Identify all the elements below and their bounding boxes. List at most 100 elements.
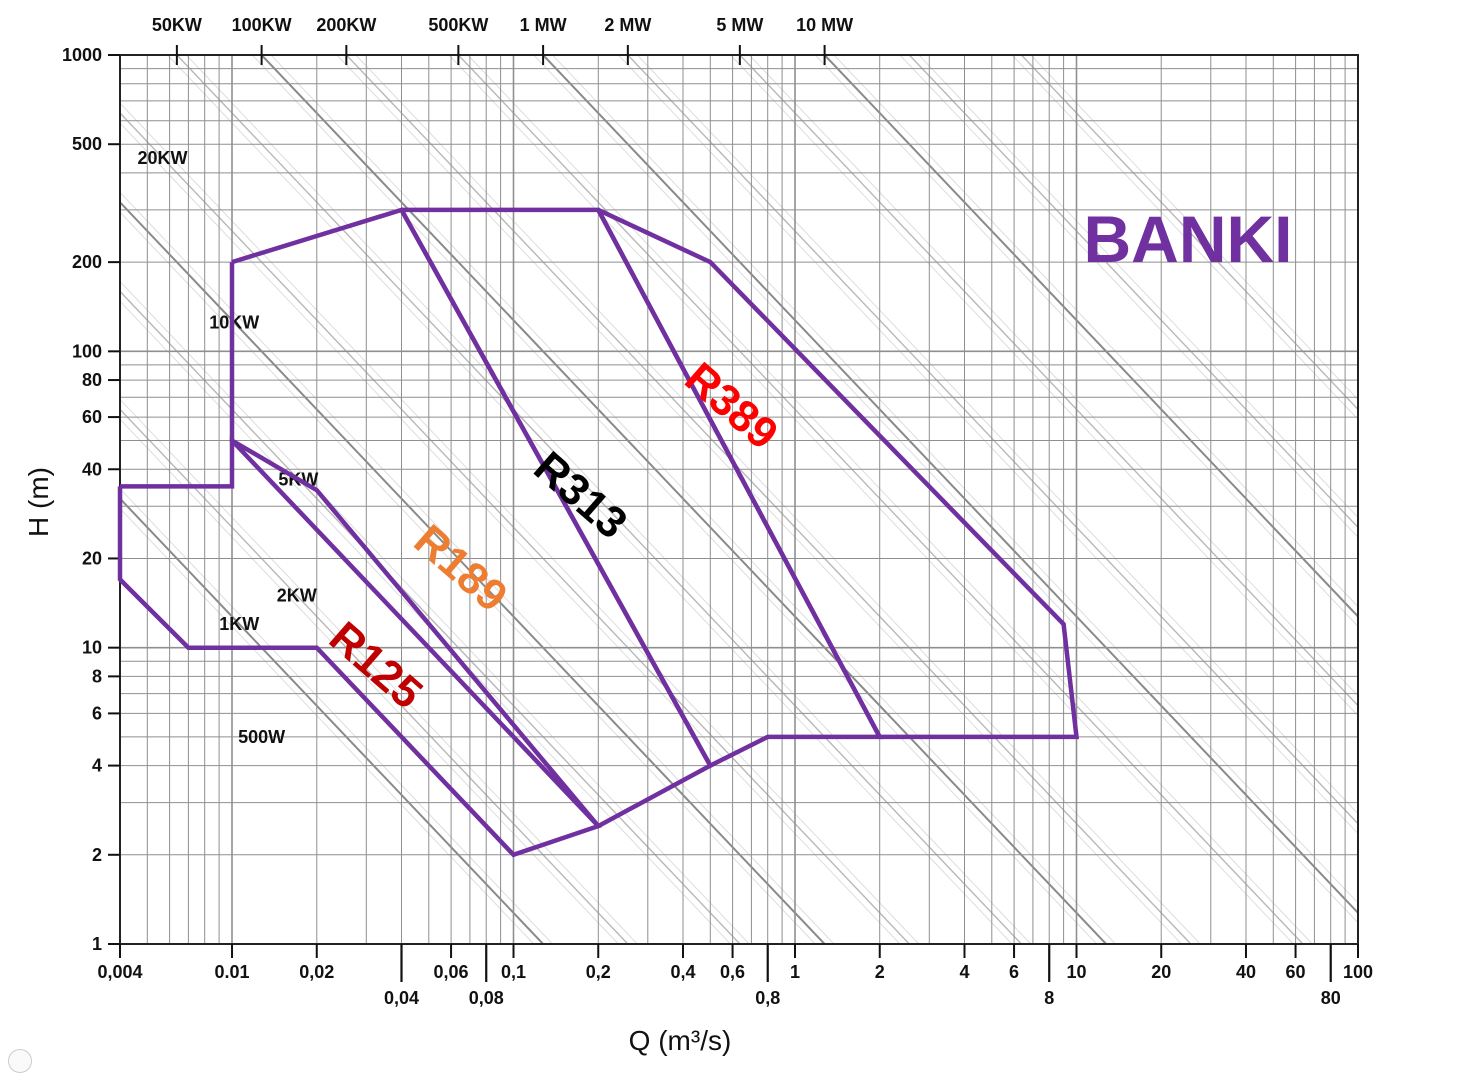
x-tick-label: 0,6 [720,962,745,982]
power-line [448,55,1294,944]
x-tick-label: 6 [1009,962,1019,982]
power-line [167,55,1013,944]
region-r125-outline [117,436,603,858]
power-tick-label: 10 MW [796,15,853,35]
x-tick-label: 100 [1343,962,1373,982]
power-line [120,191,835,944]
region-r189-outline [229,207,714,829]
power-line [748,55,1358,697]
power-tick-label: 500KW [428,15,488,35]
y-tick-label: 500 [72,134,102,154]
x-axis-label: Q (m³/s) [629,1025,732,1056]
y-tick-label: 200 [72,252,102,272]
x-tick-label: 0,06 [434,962,469,982]
x-tick-label: 0,2 [586,962,611,982]
power-line [120,102,920,944]
power-line [814,55,1358,628]
x-tick-label: 40 [1236,962,1256,982]
power-line [260,55,1107,944]
power-line [618,55,1358,835]
x-tick-label: 0,04 [384,988,419,1008]
x-tick-label: 2 [875,962,885,982]
y-tick-label: 4 [92,756,102,776]
power-line [120,507,535,944]
power-line [899,55,1358,538]
x-axis-ticks: 0,004 0.01 0,02 0,06 0,1 0,2 0,4 0,6 1 2 4 6 10 20 40 6… [97,944,1373,1008]
y-tick-label: 10 [82,638,102,658]
x-tick-label: 0,8 [755,988,780,1008]
constant-power-lines [120,55,1358,944]
power-line [120,487,553,944]
power-line [636,55,1358,815]
power-line [120,111,910,944]
power-line [542,55,1358,915]
power-line [739,55,1358,707]
x-tick-label: 0,08 [469,988,504,1008]
power-line [355,55,1201,944]
power-line [120,300,731,944]
power-line [533,55,1358,924]
x-tick-label: 10 [1066,962,1086,982]
power-line [918,55,1358,519]
x-tick-label: 60 [1286,962,1306,982]
x-tick-label: 0,02 [299,962,334,982]
x-tick-label: 20 [1151,962,1171,982]
y-tick-label: 1000 [62,45,102,65]
power-line [120,290,741,944]
region-r313-outline [399,207,884,769]
y-tick-label: 40 [82,459,102,479]
power-label: 500W [238,727,285,747]
power-tick-label: 50KW [152,15,202,35]
y-axis-ticks: 1000 500 200 100 80 60 40 20 10 8 6 4 2 1 [62,45,120,954]
power-label: 2KW [277,586,317,606]
power-line [1011,55,1358,421]
power-line [552,55,1358,904]
x-tick-label: 80 [1321,988,1341,1008]
power-line [120,418,619,944]
y-tick-label: 100 [72,341,102,361]
chart-title: BANKI [1084,202,1293,276]
power-label: 20KW [137,148,187,168]
power-tick-label: 5 MW [716,15,763,35]
y-tick-label: 8 [92,666,102,686]
power-line [1020,55,1358,411]
power-line [176,55,1022,944]
power-line [467,55,1313,944]
power-line [185,55,1032,944]
power-line [457,55,1304,944]
power-line [120,408,629,944]
power-label: 1KW [219,614,259,634]
power-line [120,211,816,944]
power-line [120,398,638,944]
x-tick-label: 0,4 [670,962,695,982]
x-tick-label: 8 [1044,988,1054,1008]
power-line [345,55,1192,944]
region-r389-outline [596,207,1080,740]
y-tick-label: 80 [82,370,102,390]
x-tick-label: 0.01 [214,962,249,982]
corner-indicator [8,1049,32,1073]
power-line [120,122,901,944]
power-line [336,55,1182,944]
x-tick-label: 4 [959,962,969,982]
power-line [730,55,1358,717]
turbine-regions [117,207,1080,858]
power-line [833,55,1358,608]
power-tick-label: 2 MW [604,15,651,35]
y-tick-label: 20 [82,548,102,568]
y-tick-label: 1 [92,934,102,954]
power-line [823,55,1358,618]
x-tick-label: 1 [790,962,800,982]
power-line [627,55,1358,825]
y-tick-label: 60 [82,407,102,427]
power-line [1030,55,1358,401]
y-axis-label: H (m) [23,467,54,537]
power-line [908,55,1358,529]
x-tick-label: 0,1 [501,962,526,982]
power-label: 10KW [209,313,259,333]
power-tick-label: 100KW [232,15,292,35]
y-tick-label: 6 [92,703,102,723]
power-ticks-top: 50KW 100KW 200KW 500KW 1 MW 2 MW 5 MW 10 MW [152,15,853,65]
